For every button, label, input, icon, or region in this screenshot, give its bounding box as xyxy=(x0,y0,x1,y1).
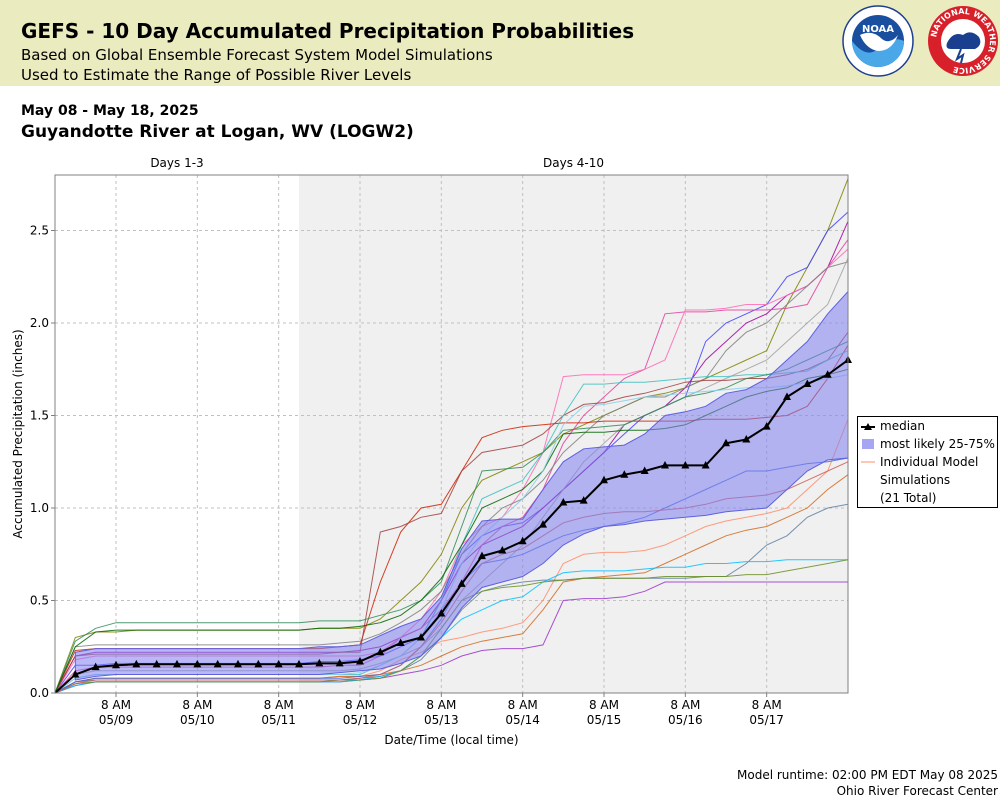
legend-median-marker xyxy=(864,423,872,430)
median-point xyxy=(783,392,791,400)
median-point xyxy=(295,659,303,668)
median-point xyxy=(600,475,608,484)
x-tick-label-date: 05/11 xyxy=(261,713,296,727)
legend-members-label-1: Individual Model xyxy=(880,455,979,469)
median-point xyxy=(722,438,730,447)
x-tick-label-date: 05/16 xyxy=(668,713,703,727)
y-tick-label: 1.0 xyxy=(30,501,49,515)
x-tick-label-time: 8 AM xyxy=(264,698,294,712)
median-point xyxy=(803,379,812,388)
legend-members-label-3: (21 Total) xyxy=(880,491,937,505)
x-tick-label-time: 8 AM xyxy=(101,698,131,712)
median-point xyxy=(518,536,527,545)
median-point xyxy=(213,659,222,668)
nws-logo: NATIONAL WEATHER SERVICE xyxy=(928,6,998,76)
noaa-logo: NOAA xyxy=(842,5,914,77)
x-tick-label-time: 8 AM xyxy=(345,698,375,712)
median-point xyxy=(437,608,446,617)
median-point xyxy=(173,659,181,668)
plot-frame xyxy=(54,174,849,694)
period-label-days-4-10: Days 4-10 xyxy=(543,156,604,170)
median-point xyxy=(823,370,832,378)
x-tick-label-time: 8 AM xyxy=(508,698,538,712)
x-tick-label-date: 05/10 xyxy=(180,713,215,727)
y-tick-label: 0.0 xyxy=(30,686,49,700)
median-point xyxy=(701,460,710,469)
median-point xyxy=(132,659,141,668)
median-point xyxy=(152,659,161,668)
x-tick-label-time: 8 AM xyxy=(589,698,619,712)
median-point xyxy=(376,647,385,656)
median-point xyxy=(356,657,364,665)
chart-legend: median most likely 25-75% Individual Mod… xyxy=(857,416,998,508)
median-point xyxy=(498,546,507,554)
station-name: Guyandotte River at Logan, WV (LOGW2) xyxy=(21,122,414,142)
period-label-days-1-3: Days 1-3 xyxy=(150,156,203,170)
x-tick-label-time: 8 AM xyxy=(752,698,782,712)
median-point xyxy=(335,658,344,667)
y-tick-label: 2.5 xyxy=(30,224,49,238)
median-point xyxy=(254,659,263,668)
y-axis-title: Accumulated Precipitation (inches) xyxy=(11,329,25,538)
model-runtime: Model runtime: 02:00 PM EDT May 08 2025 xyxy=(737,768,998,782)
x-tick-label-date: 05/09 xyxy=(99,713,134,727)
legend-swatches xyxy=(861,423,875,463)
y-tick-label: 1.5 xyxy=(30,409,49,423)
median-line xyxy=(54,359,849,694)
median-point xyxy=(539,520,547,528)
legend-band-label: most likely 25-75% xyxy=(880,437,995,451)
noaa-logo-text: NOAA xyxy=(862,24,894,35)
x-tick-label-time: 8 AM xyxy=(182,698,212,712)
legend-members-label-2: Simulations xyxy=(880,473,951,487)
y-tick-label: 2.0 xyxy=(30,316,49,330)
median-point xyxy=(579,496,588,504)
page-subtitle-2: Used to Estimate the Range of Possible R… xyxy=(21,66,412,84)
legend-band-swatch xyxy=(862,439,874,449)
legend-median-label: median xyxy=(880,419,925,433)
median-point xyxy=(234,659,242,668)
median-point xyxy=(478,551,486,560)
x-tick-label-time: 8 AM xyxy=(670,698,700,712)
median-point xyxy=(742,435,751,443)
x-tick-label-date: 05/15 xyxy=(587,713,622,727)
median-point xyxy=(193,659,202,668)
median-point xyxy=(640,466,649,474)
median-point xyxy=(661,460,669,469)
x-tick-label-time: 8 AM xyxy=(426,698,456,712)
y-tick-label: 0.5 xyxy=(30,594,49,608)
median-point xyxy=(457,579,466,587)
median-point xyxy=(620,470,629,478)
median-point xyxy=(274,659,283,668)
date-range: May 08 - May 18, 2025 xyxy=(21,103,199,119)
x-tick-label-date: 05/12 xyxy=(343,713,378,727)
x-axis-title: Date/Time (local time) xyxy=(384,733,518,747)
x-tick-label-date: 05/17 xyxy=(749,713,784,727)
x-tick-label-date: 05/13 xyxy=(424,713,459,727)
forecast-center: Ohio River Forecast Center xyxy=(836,784,998,798)
page-title: GEFS - 10 Day Accumulated Precipitation … xyxy=(21,19,635,43)
median-point xyxy=(396,638,405,647)
median-point xyxy=(91,662,100,671)
median-point xyxy=(112,660,120,669)
x-tick-label-date: 05/14 xyxy=(505,713,540,727)
median-point xyxy=(681,460,690,469)
median-point xyxy=(559,497,568,506)
page-subtitle-1: Based on Global Ensemble Forecast System… xyxy=(21,46,493,64)
median-point xyxy=(417,633,425,641)
median-point xyxy=(71,670,80,678)
median-point xyxy=(762,422,771,430)
header-banner: GEFS - 10 Day Accumulated Precipitation … xyxy=(0,0,1000,86)
median-point xyxy=(315,658,324,667)
